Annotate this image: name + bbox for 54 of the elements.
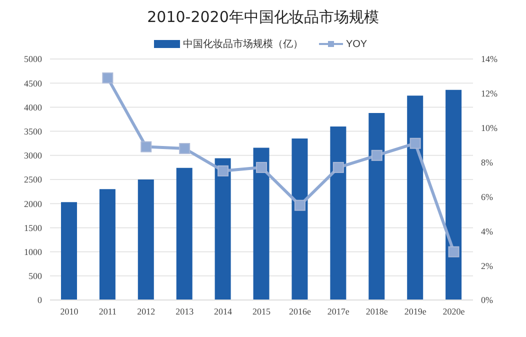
point (448, 246, 460, 258)
y-tick-label: 4000 (24, 102, 42, 112)
y2-tick-label: 2% (481, 260, 494, 271)
x-tick-label: 2010 (60, 306, 79, 316)
bar (292, 138, 308, 300)
bar (176, 168, 192, 300)
y2-tick-label: 4% (481, 226, 494, 236)
x-tick-label: 2012 (137, 306, 156, 316)
chart-title: 2010-2020年中国化妆品市场规模 (146, 8, 380, 27)
bar (61, 202, 77, 300)
y-tick-label: 2000 (24, 198, 42, 209)
x-tick-label: 2016e (288, 306, 311, 316)
y2-tick-label: 0% (481, 295, 494, 306)
x-tick-label: 2014 (214, 306, 233, 316)
x-tick-label: 2018e (366, 306, 388, 316)
point (218, 165, 229, 176)
x-tick-label: 2013 (176, 306, 194, 316)
y-tick-label: 5000 (24, 54, 42, 64)
y2-tick-label: 10% (481, 123, 498, 134)
y-tick-label: 1000 (24, 246, 42, 257)
bar (253, 148, 270, 300)
legend-label: 中国化妆品市场规模（亿） (182, 38, 303, 51)
bar (446, 90, 462, 300)
y-tick-label: 1500 (24, 222, 42, 233)
y2-tick-label: 14% (481, 54, 498, 64)
bar (368, 112, 385, 300)
point (294, 200, 306, 211)
x-tick-label: 2019e (404, 306, 426, 316)
y-tick-label: 2500 (24, 174, 42, 185)
y-tick-label: 500 (28, 271, 42, 282)
bar (214, 158, 231, 300)
point (256, 162, 267, 173)
y-tick-label: 4500 (24, 78, 42, 88)
point (140, 141, 152, 152)
point (102, 72, 114, 84)
point (371, 150, 382, 161)
legend-label: YOY (344, 38, 368, 51)
point (179, 143, 190, 154)
x-tick-label: 2017e (327, 306, 350, 316)
y2-tick-label: 6% (481, 192, 494, 202)
bar (330, 126, 346, 300)
x-tick-label: 2015 (252, 306, 271, 316)
point (410, 138, 421, 149)
point (332, 162, 344, 173)
bar (99, 189, 116, 300)
y-tick-label: 0 (38, 295, 42, 306)
x-tick-label: 2020e (442, 306, 465, 316)
y-tick-label: 3000 (24, 150, 42, 161)
y2-tick-label: 8% (481, 157, 494, 168)
bar (138, 180, 154, 300)
y2-tick-label: 12% (481, 88, 498, 99)
y-tick-label: 3500 (24, 126, 42, 136)
x-tick-label: 2011 (98, 306, 117, 316)
bar (407, 96, 424, 300)
